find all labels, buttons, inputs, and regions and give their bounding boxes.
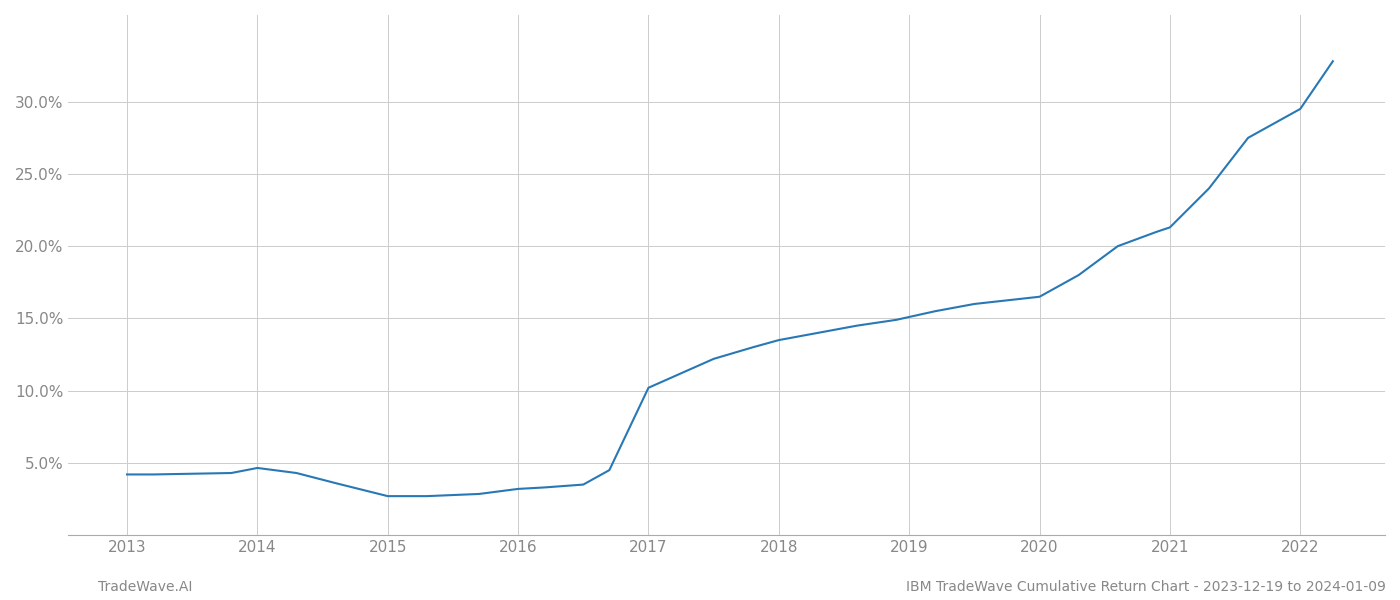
Text: TradeWave.AI: TradeWave.AI (98, 580, 192, 594)
Text: IBM TradeWave Cumulative Return Chart - 2023-12-19 to 2024-01-09: IBM TradeWave Cumulative Return Chart - … (906, 580, 1386, 594)
